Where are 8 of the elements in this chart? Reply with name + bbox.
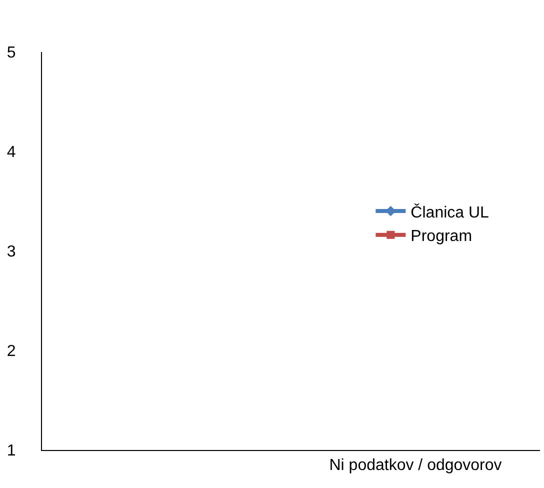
legend-label: Program: [410, 228, 472, 246]
y-tick-label: 5: [6, 44, 16, 62]
x-tick-label: Ni podatkov / odgovorov: [329, 457, 502, 474]
y-tick-label: 1: [6, 442, 16, 460]
y-tick-label: 4: [6, 144, 16, 162]
y-tick-label: 2: [6, 343, 16, 360]
legend-label: Članica UL: [410, 203, 490, 222]
y-tick-label: 3: [6, 244, 16, 261]
